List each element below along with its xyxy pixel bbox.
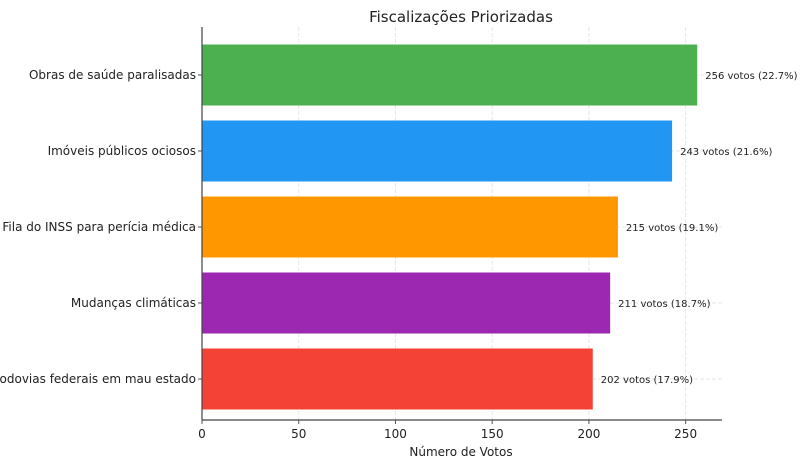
data-label: 202 votos (17.9%) [601, 375, 693, 386]
bar [202, 272, 611, 334]
data-label: 243 votos (21.6%) [680, 147, 772, 158]
y-tick-label: Mudanças climáticas [71, 296, 196, 310]
x-tick-label: 250 [674, 427, 697, 441]
data-label: 256 votos (22.7%) [705, 71, 797, 82]
y-tick-label: Imóveis públicos ociosos [48, 144, 196, 158]
x-tick-label: 200 [577, 427, 600, 441]
y-tick-label: Obras de saúde paralisadas [29, 68, 196, 82]
bar [202, 44, 698, 106]
bars: 256 votos (22.7%) 243 votos (21.6%) 215 vo… [202, 44, 798, 410]
y-tick-label: Rodovias federais em mau estado [0, 372, 196, 386]
chart-title: Fiscalizações Priorizadas [369, 8, 553, 26]
x-tick-label: 50 [291, 427, 306, 441]
x-tick-label: 0 [198, 427, 206, 441]
x-tick-label: 150 [481, 427, 504, 441]
bar [202, 348, 593, 410]
x-axis-label: Número de Votos [409, 445, 512, 459]
x-tick-label: 100 [384, 427, 407, 441]
y-tick-label: Fila do INSS para perícia médica [2, 220, 196, 234]
data-label: 211 votos (18.7%) [618, 299, 710, 310]
axes: 0 50 100 150 200 250 Obras de saúde paralisada… [0, 27, 722, 441]
data-label: 215 votos (19.1%) [626, 223, 718, 234]
bar [202, 120, 673, 182]
bar [202, 196, 618, 258]
